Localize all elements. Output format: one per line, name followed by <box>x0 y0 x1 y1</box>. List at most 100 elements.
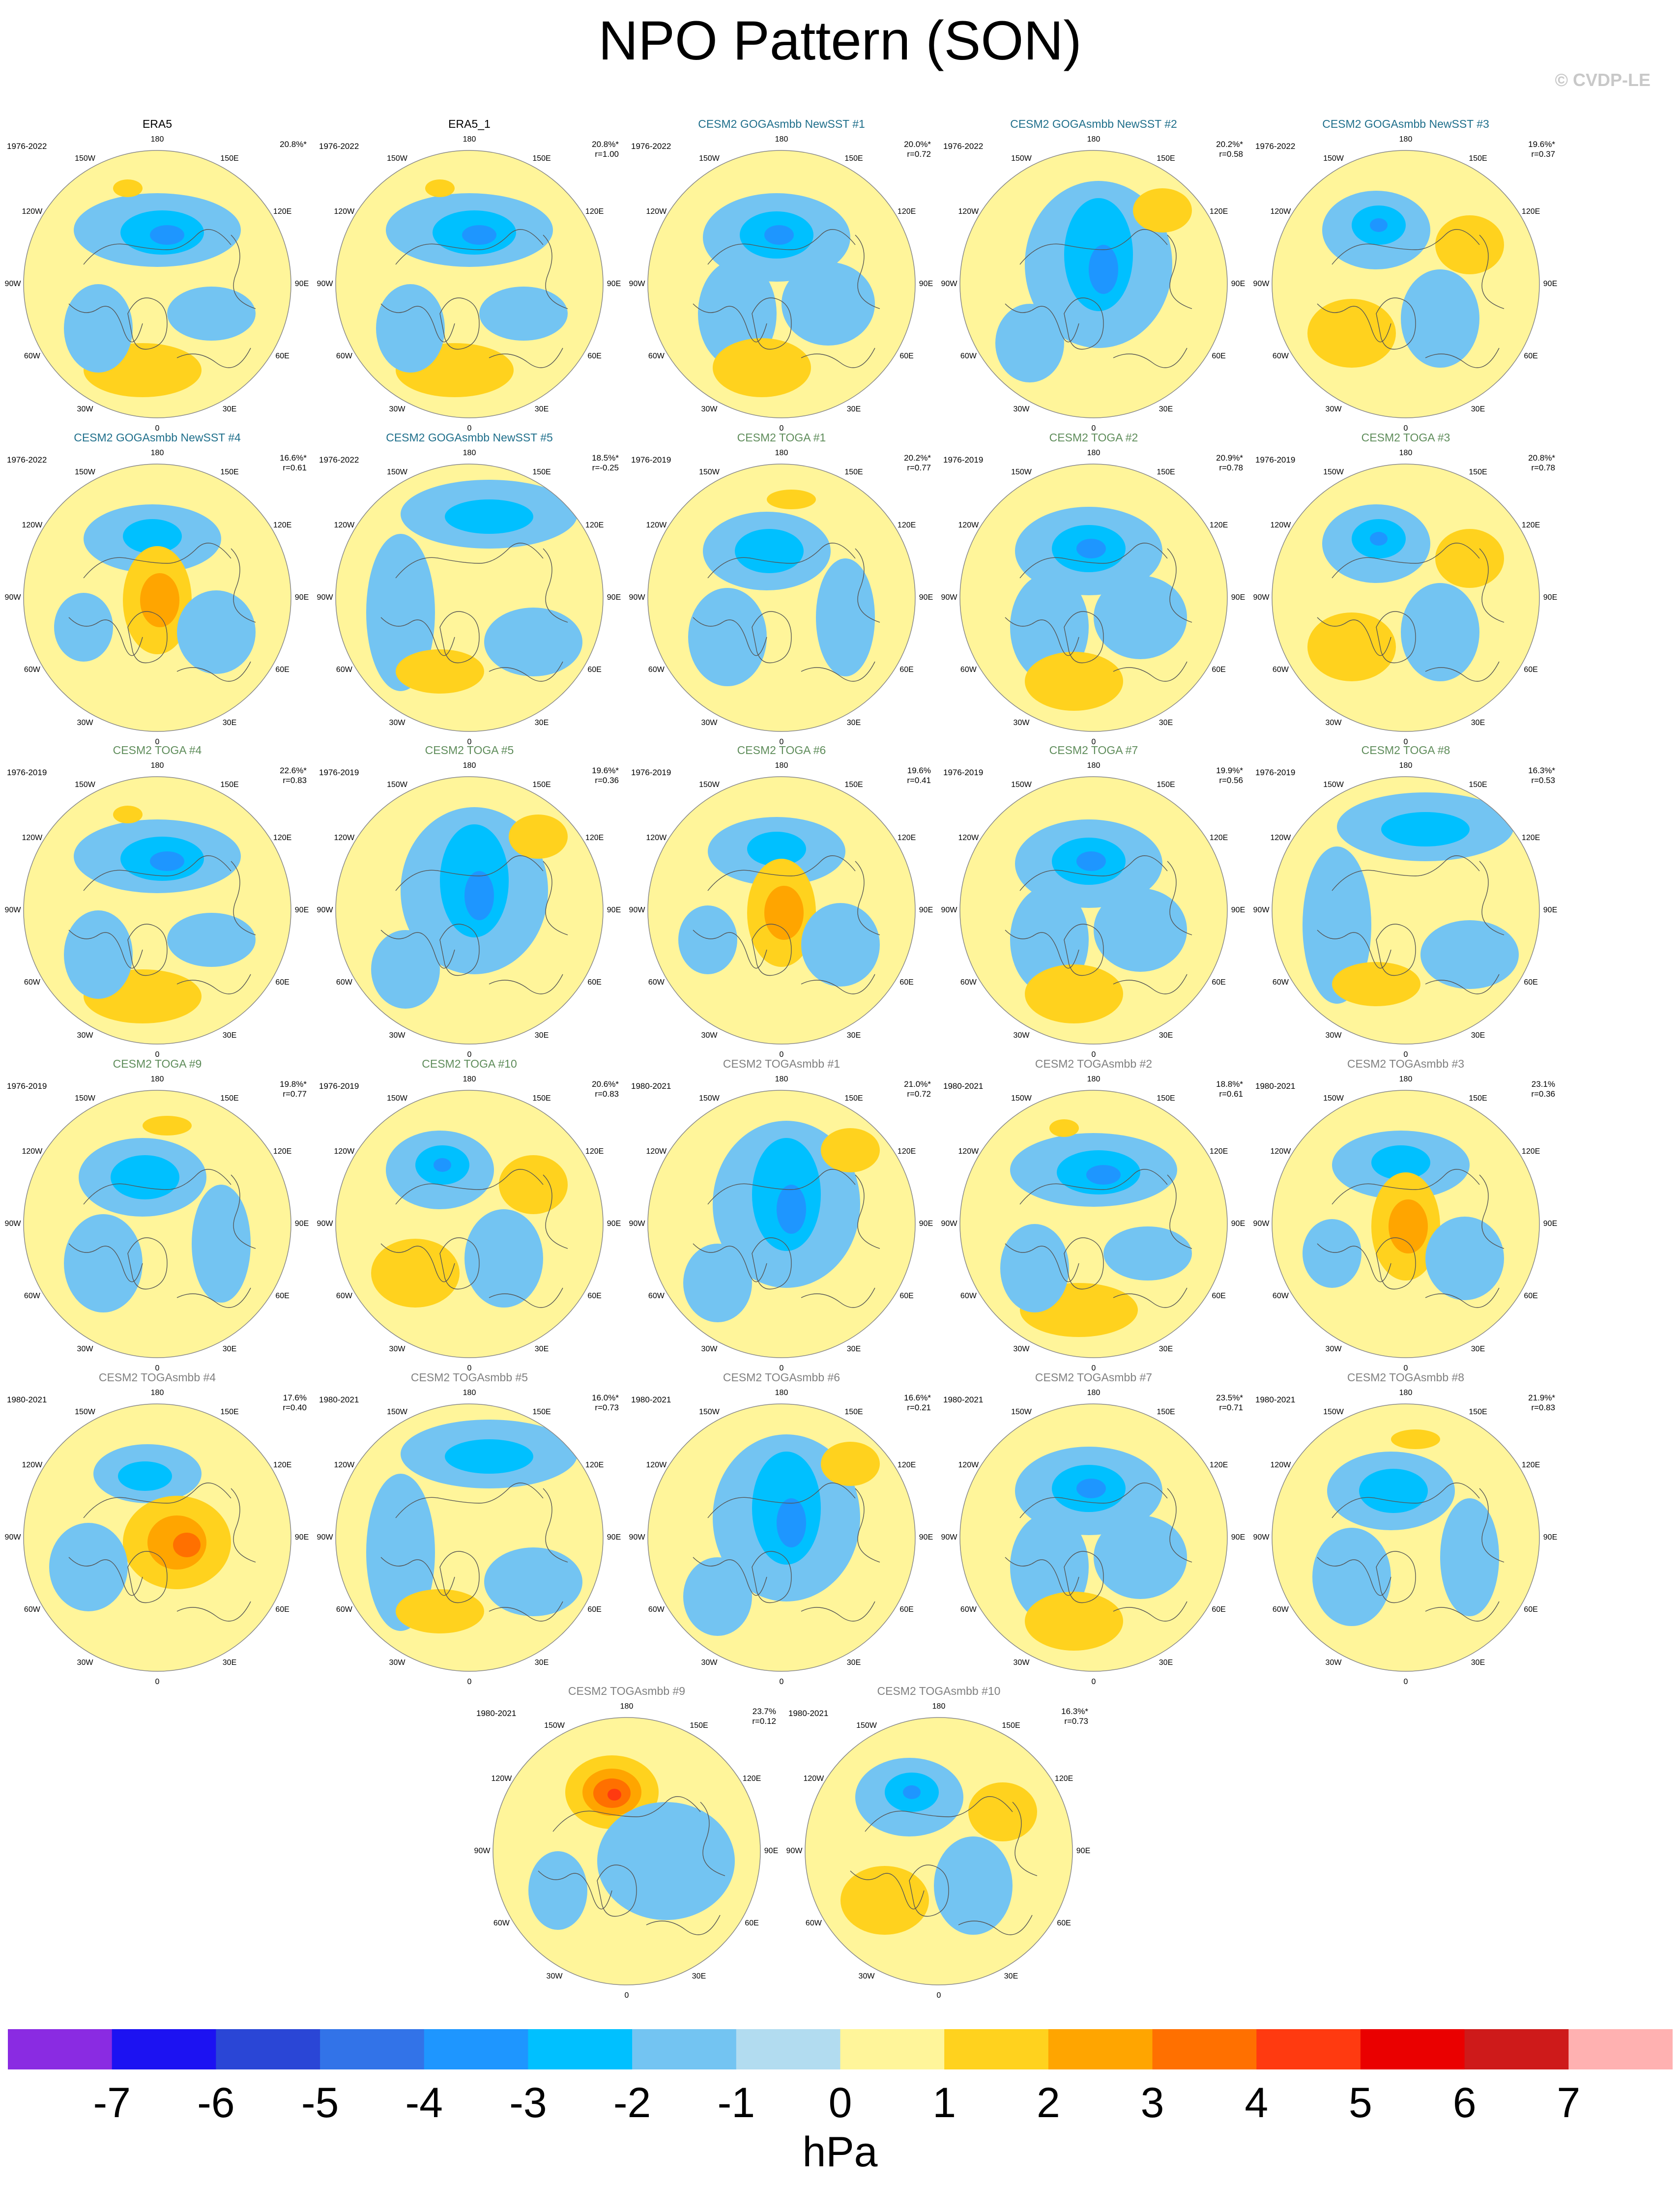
colorbar-tick-label: -4 <box>405 2079 443 2126</box>
colorbar-bin <box>528 2029 633 2069</box>
map-panel: CESM2 TOGA #5 1976-2019 19.6%* r=0.36 180 150… <box>317 743 622 1059</box>
map-boundary <box>647 150 916 418</box>
positive-anomaly-contour <box>1049 1119 1079 1137</box>
longitude-label: 90W <box>1253 593 1270 602</box>
longitude-label: 150E <box>844 468 863 477</box>
longitude-label: 120E <box>897 521 916 529</box>
negative-anomaly-contour <box>1094 1515 1187 1599</box>
negative-anomaly-contour <box>1076 1479 1106 1498</box>
longitude-label: 180 <box>463 761 476 770</box>
longitude-label: 90E <box>919 593 933 602</box>
panel-title: ERA5_1 <box>448 117 491 130</box>
positive-anomaly-contour <box>1307 299 1396 368</box>
longitude-label: 30E <box>222 718 237 727</box>
longitude-label: 30W <box>389 1658 406 1667</box>
longitude-label: 90E <box>1543 1533 1558 1542</box>
map-panel: ERA5_1 1976-2022 20.8%* r=1.00 180 150E 120E 90… <box>317 117 622 433</box>
negative-anomaly-contour <box>1303 1219 1361 1288</box>
panel-title: CESM2 TOGA #4 <box>113 744 202 757</box>
longitude-label: 60E <box>587 978 602 987</box>
longitude-label: 60E <box>1524 666 1538 674</box>
credit-watermark: © CVDP-LE <box>1555 70 1651 90</box>
longitude-label: 120E <box>1209 1461 1228 1469</box>
longitude-label: 0 <box>936 1991 941 2000</box>
longitude-label: 90W <box>941 593 957 602</box>
longitude-label: 120W <box>22 1461 43 1469</box>
longitude-label: 0 <box>779 1678 784 1686</box>
colorbar-tick-label: -5 <box>301 2079 339 2126</box>
positive-anomaly-contour <box>499 1155 568 1214</box>
coastline <box>1317 229 1505 368</box>
longitude-label: 150W <box>387 1408 407 1417</box>
negative-anomaly-contour <box>1303 846 1371 1004</box>
longitude-label: 0 <box>155 424 160 433</box>
map-background <box>1272 150 1539 418</box>
longitude-label: 150E <box>220 468 239 477</box>
polar-map <box>23 1090 291 1358</box>
panel-pattern-correlation: r=0.78 <box>1531 463 1555 472</box>
longitude-label: 150E <box>1157 1094 1175 1103</box>
longitude-label: 30W <box>77 1344 93 1353</box>
colorbar-tick-label: 0 <box>828 2079 852 2126</box>
negative-anomaly-contour <box>678 905 737 974</box>
panel-variance-explained: 20.2%* <box>904 453 931 463</box>
map-boundary <box>647 1403 916 1672</box>
map-panel: CESM2 TOGAsmbb #10 1980-2021 16.3%* r=0.73 1… <box>786 1684 1091 2000</box>
map-boundary <box>492 1717 761 1985</box>
longitude-label: 90E <box>607 280 621 288</box>
longitude-label: 60E <box>275 666 290 674</box>
map-boundary <box>959 150 1228 418</box>
longitude-label: 90E <box>1543 593 1558 602</box>
map-boundary <box>647 464 916 732</box>
longitude-label: 60W <box>960 352 977 360</box>
panel-title: CESM2 TOGA #7 <box>1049 744 1138 757</box>
longitude-label: 0 <box>467 424 472 433</box>
longitude-label: 60W <box>336 352 352 360</box>
panel-title: CESM2 GOGAsmbb NewSST #1 <box>698 117 865 130</box>
polar-map <box>647 776 916 1045</box>
negative-anomaly-contour <box>1103 1226 1192 1281</box>
colorbar-bin <box>1152 2029 1257 2069</box>
negative-anomaly-contour <box>1370 532 1388 546</box>
map-boundary <box>805 1717 1073 1985</box>
panel-variance-explained: 16.6%* <box>904 1393 931 1402</box>
negative-anomaly-contour <box>903 1785 921 1799</box>
longitude-label: 30E <box>846 718 861 727</box>
panel-variance-explained: 21.9%* <box>1528 1393 1555 1402</box>
longitude-label: 120W <box>958 521 979 529</box>
longitude-label: 0 <box>779 1364 784 1372</box>
longitude-label: 60E <box>1212 1292 1226 1300</box>
longitude-label: 180 <box>150 135 164 144</box>
longitude-label: 120E <box>1209 1147 1228 1156</box>
longitude-label: 150E <box>1469 1094 1487 1103</box>
coastline <box>1317 543 1505 682</box>
longitude-label: 30E <box>534 718 549 727</box>
coastline <box>68 543 256 682</box>
map-panel: CESM2 GOGAsmbb NewSST #5 1976-2022 18.5%* r… <box>317 431 622 746</box>
coastline <box>68 855 256 994</box>
panel-pattern-correlation: r=0.78 <box>1219 463 1243 472</box>
longitude-label: 120W <box>22 207 43 216</box>
longitude-label: 60W <box>24 352 40 360</box>
longitude-label: 180 <box>1399 1075 1413 1083</box>
longitude-label: 90E <box>1543 906 1558 914</box>
longitude-label: 30E <box>1159 718 1173 727</box>
panel-pattern-correlation: r=0.77 <box>907 463 931 472</box>
polar-map <box>23 464 291 732</box>
panel-pattern-correlation: r=0.83 <box>595 1089 619 1099</box>
map-panel: CESM2 GOGAsmbb NewSST #3 1976-2022 19.6%* r… <box>1253 117 1558 433</box>
longitude-label: 150E <box>220 781 239 789</box>
longitude-label: 120W <box>958 207 979 216</box>
panel-period: 1980-2021 <box>943 1081 984 1091</box>
longitude-label: 30W <box>546 1972 563 1980</box>
longitude-label: 90E <box>294 1220 309 1228</box>
longitude-label: 120E <box>1521 207 1540 216</box>
longitude-label: 60W <box>336 978 352 987</box>
panel-variance-explained: 19.6% <box>907 766 931 775</box>
panel-pattern-correlation: r=0.12 <box>752 1717 776 1726</box>
longitude-label: 0 <box>155 1050 160 1059</box>
longitude-label: 0 <box>155 1364 160 1372</box>
panel-variance-explained: 16.0%* <box>592 1393 619 1402</box>
positive-anomaly-contour <box>608 1789 621 1801</box>
positive-anomaly-contour <box>1025 964 1123 1023</box>
